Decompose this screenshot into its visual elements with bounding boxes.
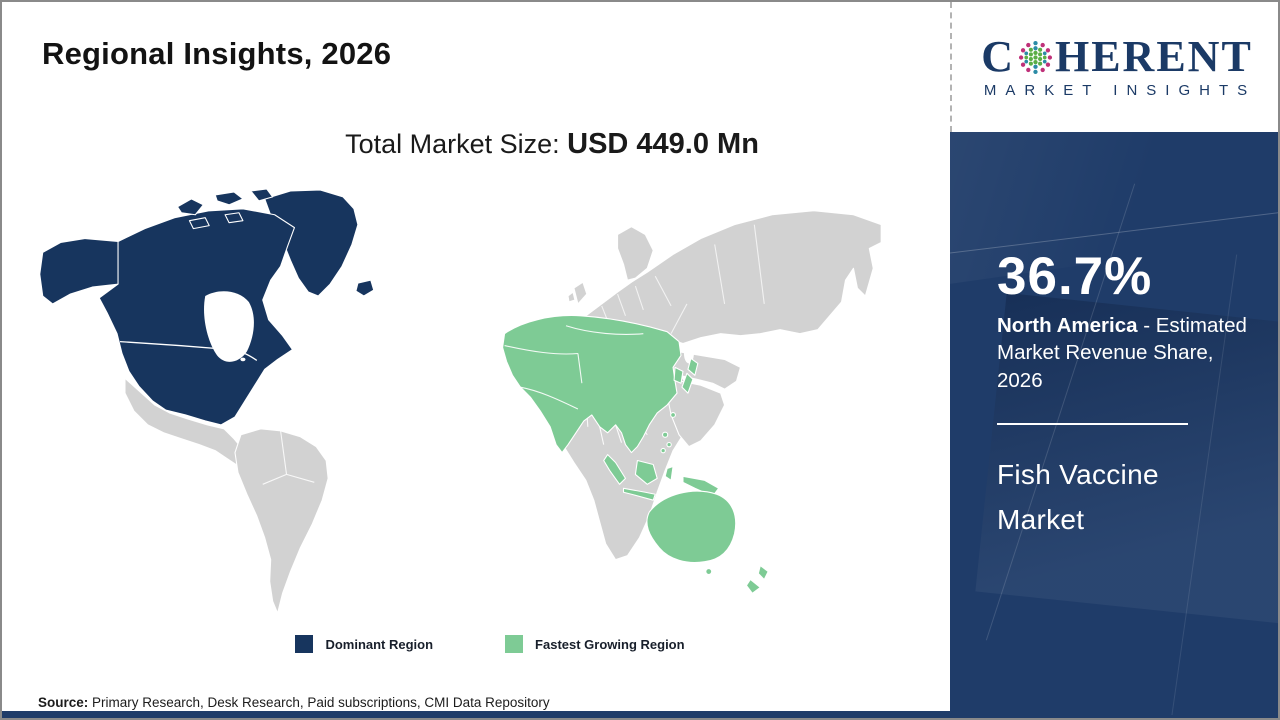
- great-lakes: [222, 351, 229, 356]
- stat-panel: 36.7% North America - Estimated Market R…: [950, 132, 1278, 715]
- logo-letters-herent: HERENT: [1054, 32, 1253, 81]
- source-line: Source: Primary Research, Desk Research,…: [38, 695, 550, 710]
- source-text: Primary Research, Desk Research, Paid su…: [88, 695, 550, 710]
- country-philippines: [662, 431, 669, 438]
- us-canada-border: [119, 340, 258, 361]
- country-taiwan: [670, 412, 676, 418]
- brand-logo-subtitle: MARKET INSIGHTS: [983, 82, 1257, 99]
- country-uk: [573, 281, 588, 305]
- country-iceland: [355, 279, 375, 297]
- share-description: North America - Estimated Market Revenue…: [997, 312, 1259, 394]
- dotted-globe-icon: [1018, 40, 1053, 74]
- brand-logo-wordmark: C: [981, 35, 1253, 79]
- dominant-region-swatch: [295, 635, 314, 653]
- country-sumatra: [603, 454, 627, 485]
- world-map-svg: [39, 188, 882, 614]
- country-asia-mainland: [502, 314, 682, 454]
- country-java: [622, 487, 656, 501]
- country-canada-usa: [98, 208, 296, 426]
- legend-item-fastest-growing: Fastest Growing Region: [505, 635, 685, 653]
- country-scandinavia: [617, 226, 654, 281]
- share-percentage: 36.7%: [997, 247, 1153, 306]
- country-alaska: [39, 237, 119, 305]
- fastest-growing-region-swatch: [505, 635, 524, 653]
- right-panel: C: [950, 2, 1278, 718]
- bottom-accent-bar: [2, 711, 1278, 718]
- total-market-size-value: USD 449.0 Mn: [567, 128, 759, 160]
- map-legend: Dominant Region Fastest Growing Region: [2, 635, 950, 653]
- region-north-america: [39, 188, 375, 426]
- brand-logo: C: [950, 2, 1278, 132]
- market-name-line2: Market: [997, 504, 1085, 536]
- logo-letter-c: C: [981, 32, 1015, 81]
- share-region-name: North America: [997, 314, 1138, 337]
- country-korea: [673, 366, 684, 384]
- share-description-rest: - Estimated Market Revenue Share, 2026: [997, 314, 1247, 392]
- dominant-region-label: Dominant Region: [325, 636, 434, 652]
- divider-line: [997, 422, 1188, 425]
- hudson-bay: [204, 291, 254, 362]
- country-sulawesi: [664, 465, 674, 481]
- source-label: Source:: [38, 695, 89, 710]
- market-name: Fish Vaccine Market: [997, 452, 1258, 543]
- country-australia: [646, 490, 737, 563]
- total-market-size: Total Market Size: USD 449.0 Mn: [2, 128, 950, 161]
- country-borneo: [634, 459, 658, 485]
- fastest-growing-region-label: Fastest Growing Region: [535, 636, 685, 652]
- country-japan: [687, 357, 699, 376]
- world-map: [27, 185, 887, 631]
- country-south-america: [234, 428, 329, 614]
- country-tasmania: [705, 568, 713, 576]
- legend-item-dominant: Dominant Region: [295, 635, 433, 653]
- country-arabia: [666, 378, 726, 448]
- country-ireland: [567, 291, 576, 303]
- market-name-line1: Fish Vaccine: [997, 458, 1159, 490]
- country-new-zealand: [757, 565, 769, 581]
- region-asia-pacific: [502, 314, 769, 594]
- total-market-size-label: Total Market Size:: [345, 129, 568, 159]
- page-title: Regional Insights, 2026: [42, 36, 392, 71]
